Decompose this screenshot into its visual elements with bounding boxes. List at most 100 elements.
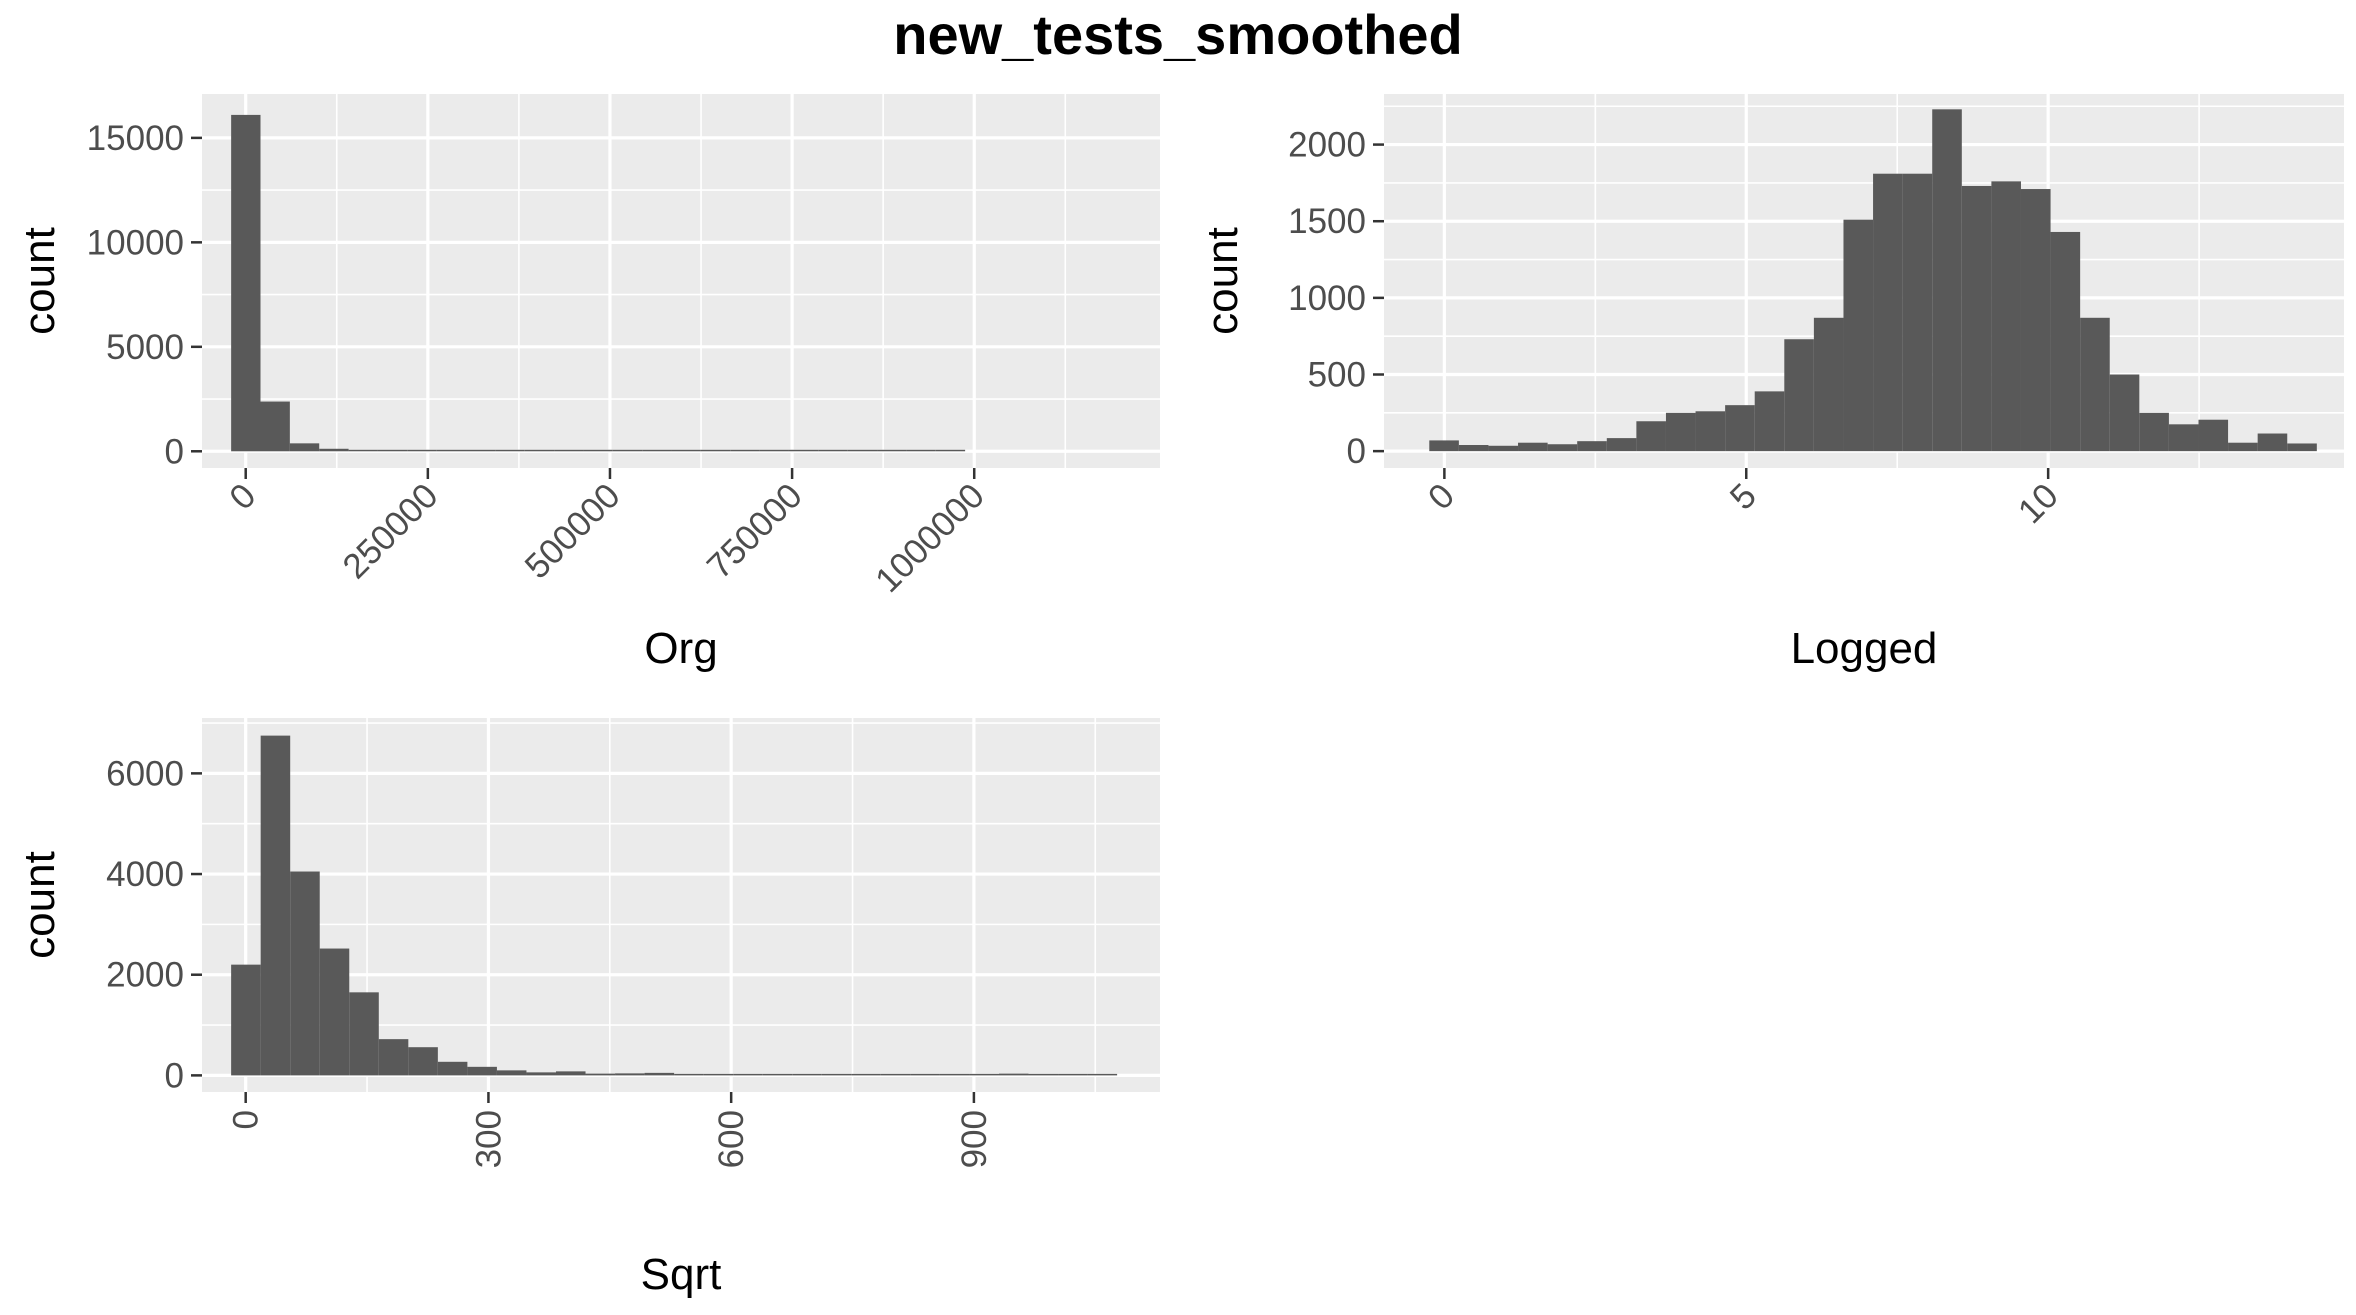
x-tick-label: 900 — [955, 1110, 994, 1168]
histogram-bar — [437, 1061, 468, 1076]
histogram-bar — [2080, 317, 2110, 452]
histogram-bar — [1058, 1073, 1088, 1076]
histogram-bar — [730, 449, 760, 452]
histogram-bar — [377, 449, 408, 452]
histogram-bar — [998, 1073, 1029, 1076]
panel-logged: 0 500 1000 1500 2000 0 5 10 Logged count — [1198, 94, 2344, 673]
y-tick-label: 2000 — [106, 956, 184, 995]
y-tick-label: 0 — [1347, 432, 1366, 471]
x-tick-label: 0 — [1421, 476, 1462, 517]
histogram-bar — [644, 1072, 675, 1076]
x-axis-title: Org — [644, 624, 717, 673]
x-tick-label: 300 — [469, 1110, 508, 1168]
histogram-bar — [1695, 411, 1726, 452]
histogram-bar — [526, 1072, 556, 1076]
histogram-bar — [821, 1073, 852, 1076]
y-axis-title: count — [1198, 227, 1247, 335]
histogram-bar — [2050, 231, 2081, 452]
histogram-bar — [496, 1070, 527, 1076]
histogram-bar — [1577, 441, 1607, 452]
x-axis-title: Sqrt — [641, 1250, 722, 1299]
histogram-bar — [759, 449, 789, 452]
histogram-bar — [1518, 442, 1548, 452]
histogram-bar — [700, 449, 731, 452]
x-tick-label: 10 — [2011, 476, 2066, 531]
histogram-bar — [495, 449, 525, 452]
y-tick-label: 500 — [1308, 356, 1366, 395]
y-axis-title: count — [15, 227, 64, 335]
histogram-bar — [407, 449, 437, 452]
histogram-bar — [1754, 391, 1785, 452]
histogram-bar — [1932, 109, 1962, 452]
histogram-bar — [1902, 173, 1933, 452]
y-tick-label: 10000 — [87, 223, 184, 262]
histogram-bar — [851, 1073, 881, 1076]
histogram-bar — [524, 449, 555, 452]
histogram-bar — [1843, 219, 1874, 452]
histogram-bar — [910, 1073, 940, 1076]
y-tick-label: 6000 — [106, 754, 184, 793]
histogram-bar — [733, 1073, 763, 1076]
histogram-bar — [1961, 185, 1992, 452]
panel-background — [202, 94, 1160, 468]
histogram-bar — [467, 1066, 497, 1076]
histogram-bar — [906, 449, 936, 452]
histogram-bar — [319, 448, 349, 452]
histogram-bar — [642, 449, 672, 452]
histogram-bar — [2257, 433, 2288, 452]
panel-org: 0 5000 10000 15000 0 250000 500000 750000 100000… — [15, 94, 1160, 673]
histogram-bar — [319, 948, 350, 1076]
histogram-bar — [1087, 1073, 1118, 1076]
histogram-bar — [289, 443, 320, 452]
histogram-bar — [555, 1071, 586, 1076]
histogram-bar — [847, 449, 878, 452]
histogram-bar — [2168, 424, 2199, 452]
y-tick-label: 0 — [165, 1056, 184, 1095]
x-tick-label: 5 — [1723, 476, 1764, 517]
histogram-bar — [583, 449, 613, 452]
y-tick-label: 0 — [165, 432, 184, 471]
y-tick-label: 15000 — [87, 119, 184, 158]
histogram-bar — [762, 1073, 793, 1076]
histogram-bar — [2287, 443, 2317, 452]
histogram-bar — [792, 1073, 822, 1076]
histogram-bar — [788, 449, 819, 452]
histogram-bar — [260, 401, 290, 452]
figure-title: new_tests_smoothed — [893, 3, 1463, 66]
histogram-bar — [1488, 445, 1519, 452]
histogram-bar — [349, 992, 379, 1076]
x-tick-label: 500000 — [517, 476, 627, 586]
histogram-bar — [1636, 421, 1666, 452]
histogram-bar — [615, 1073, 645, 1076]
histogram-bar — [1725, 405, 1755, 452]
histogram-bar — [408, 1047, 438, 1076]
histogram-bar — [1991, 181, 2021, 452]
histogram-bar — [260, 735, 291, 1076]
histogram-bar — [231, 964, 261, 1076]
y-tick-label: 4000 — [106, 855, 184, 894]
histogram-bar — [585, 1073, 616, 1076]
histogram-bar — [554, 449, 584, 452]
histogram-bar — [231, 114, 261, 452]
histogram-bar — [935, 449, 966, 452]
histogram-bar — [1873, 173, 1903, 452]
histogram-bar — [703, 1073, 734, 1076]
histogram-bar — [378, 1039, 409, 1076]
x-tick-label: 1000000 — [868, 476, 992, 600]
histogram-bar — [1813, 317, 1844, 452]
histogram-bar — [2109, 374, 2140, 452]
histogram-bar — [2020, 189, 2051, 452]
histogram-bar — [1784, 339, 1814, 452]
histogram-bar — [1665, 412, 1696, 452]
histogram-bar — [290, 871, 320, 1076]
histogram-bar — [1547, 444, 1578, 452]
x-tick-label: 0 — [222, 476, 263, 517]
histogram-bar — [1458, 445, 1489, 452]
histogram-bar — [466, 449, 496, 452]
x-tick-label: 600 — [712, 1110, 751, 1168]
x-tick-label: 250000 — [335, 476, 445, 586]
histogram-bar — [674, 1073, 704, 1076]
y-axis-title: count — [15, 851, 64, 959]
histogram-bar — [969, 1073, 999, 1076]
